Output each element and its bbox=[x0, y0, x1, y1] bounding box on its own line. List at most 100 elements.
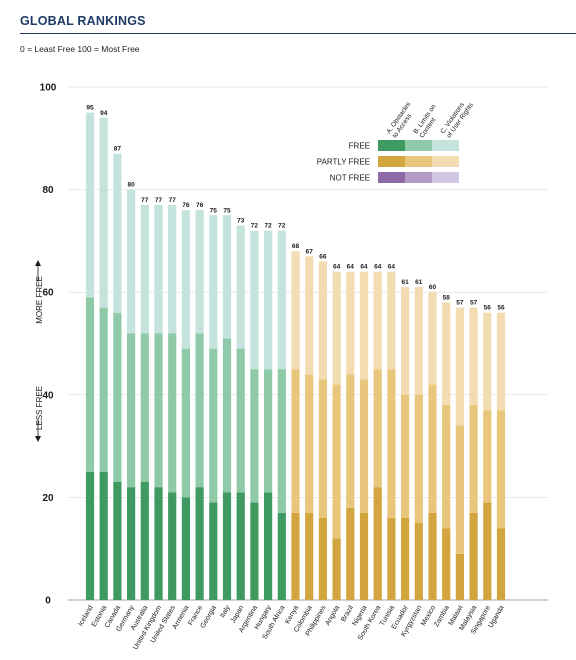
bar-segment-b bbox=[140, 333, 149, 483]
bar-segment-b bbox=[318, 379, 327, 518]
arrow-down-head bbox=[35, 436, 41, 442]
legend-swatch-a bbox=[378, 156, 405, 167]
bar-segment-b bbox=[496, 410, 506, 529]
bar-segment-b bbox=[209, 348, 218, 503]
bar-total-label: 57 bbox=[470, 300, 478, 307]
bar-total-label: 75 bbox=[223, 207, 231, 214]
bar-total-label: 77 bbox=[169, 197, 177, 204]
bar-segment-c bbox=[195, 210, 204, 334]
bar-segment-c bbox=[442, 302, 451, 406]
bar-total-label: 73 bbox=[237, 218, 245, 225]
bar-segment-a bbox=[305, 512, 314, 600]
bar-total-label: 76 bbox=[196, 202, 204, 209]
bar-segment-b bbox=[85, 297, 95, 472]
bar-total-label: 77 bbox=[155, 197, 163, 204]
bar-segment-b bbox=[414, 394, 423, 524]
bar-total-label: 61 bbox=[401, 279, 409, 286]
y-tick-label-20: 20 bbox=[42, 493, 54, 504]
bar-segment-c bbox=[455, 307, 464, 426]
bar-segment-b bbox=[442, 405, 451, 529]
bar-segment-b bbox=[99, 307, 108, 472]
bar-segment-a bbox=[469, 512, 478, 600]
bar-total-label: 60 bbox=[429, 284, 437, 291]
bar-total-label: 95 bbox=[86, 105, 94, 112]
bar-segment-c bbox=[305, 256, 314, 375]
bar-segment-b bbox=[428, 384, 437, 513]
bar-segment-b bbox=[373, 369, 382, 488]
bar-total-label: 56 bbox=[497, 305, 505, 312]
bar-segment-b bbox=[455, 425, 464, 554]
x-tick-label: Italy bbox=[219, 604, 232, 619]
bar-total-label: 64 bbox=[388, 264, 396, 271]
bar-segment-c bbox=[236, 225, 245, 349]
bar-segment-c bbox=[222, 215, 232, 339]
title-divider bbox=[20, 33, 576, 34]
bar-segment-b bbox=[346, 374, 355, 508]
bar-segment-b bbox=[154, 333, 163, 488]
legend-swatch-a bbox=[378, 172, 405, 183]
legend-column-label: B. Limits onContent bbox=[412, 103, 444, 139]
bar-total-label: 66 bbox=[319, 253, 327, 260]
bar-segment-b bbox=[469, 405, 478, 513]
bar-segment-c bbox=[85, 112, 95, 298]
bar-segment-b bbox=[264, 369, 273, 493]
bar-total-label: 72 bbox=[264, 223, 272, 230]
bar-segment-b bbox=[222, 338, 232, 493]
bar-segment-a bbox=[318, 517, 327, 600]
bar-segment-c bbox=[209, 215, 218, 349]
chart-title: GLOBAL RANKINGS bbox=[20, 14, 146, 28]
y-tick-label-0: 0 bbox=[45, 596, 51, 607]
bar-segment-a bbox=[387, 517, 396, 600]
bar-segment-b bbox=[401, 394, 410, 518]
legend-swatch-c bbox=[432, 172, 459, 183]
bar-segment-b bbox=[127, 333, 136, 488]
bar-segment-b bbox=[250, 369, 259, 503]
legend-swatch-c bbox=[432, 156, 459, 167]
bar-total-label: 94 bbox=[100, 110, 108, 117]
less-free-label: LESS FREE bbox=[35, 386, 44, 430]
bar-segment-a bbox=[236, 492, 245, 600]
legend-swatch-a bbox=[378, 140, 405, 151]
bar-total-label: 72 bbox=[278, 223, 286, 230]
bar-segment-c bbox=[250, 230, 259, 370]
legend-swatch-c bbox=[432, 140, 459, 151]
bar-total-label: 61 bbox=[415, 279, 423, 286]
bar-segment-b bbox=[113, 312, 122, 483]
bar-segment-a bbox=[428, 512, 437, 600]
bar-segment-c bbox=[483, 312, 492, 411]
arrow-up-head bbox=[35, 260, 41, 266]
bar-segment-a bbox=[332, 538, 341, 600]
bar-segment-a bbox=[496, 528, 506, 600]
bar-total-label: 58 bbox=[443, 294, 451, 301]
bar-segment-a bbox=[277, 512, 286, 600]
bar-total-label: 75 bbox=[210, 207, 218, 214]
bar-segment-a bbox=[154, 487, 163, 600]
bar-segment-c bbox=[264, 230, 273, 370]
legend-swatch-b bbox=[405, 140, 432, 151]
bar-segment-c bbox=[99, 117, 108, 308]
bar-segment-a bbox=[291, 512, 300, 600]
bar-segment-c bbox=[496, 312, 506, 411]
bar-segment-b bbox=[168, 333, 177, 493]
scale-note: 0 = Least Free 100 = Most Free bbox=[20, 44, 140, 54]
bar-segment-c bbox=[318, 261, 327, 380]
legend-row-label: NOT FREE bbox=[330, 174, 370, 183]
bar-segment-a bbox=[209, 502, 218, 600]
bar-segment-a bbox=[414, 523, 423, 600]
bar-segment-b bbox=[236, 348, 245, 493]
bar-segment-c bbox=[401, 287, 410, 395]
bar-total-label: 72 bbox=[251, 223, 259, 230]
bar-segment-a bbox=[99, 471, 108, 600]
bar-total-label: 64 bbox=[333, 264, 341, 271]
bar-segment-c bbox=[181, 210, 190, 349]
bar-segment-a bbox=[195, 487, 204, 600]
bar-total-label: 64 bbox=[347, 264, 355, 271]
bar-segment-c bbox=[359, 271, 369, 380]
y-tick-label-60: 60 bbox=[42, 288, 54, 299]
bar-segment-b bbox=[277, 369, 286, 513]
bar-segment-a bbox=[140, 482, 149, 600]
bar-segment-c bbox=[140, 204, 149, 334]
bar-segment-c bbox=[291, 251, 300, 370]
bar-segment-a bbox=[373, 487, 382, 600]
